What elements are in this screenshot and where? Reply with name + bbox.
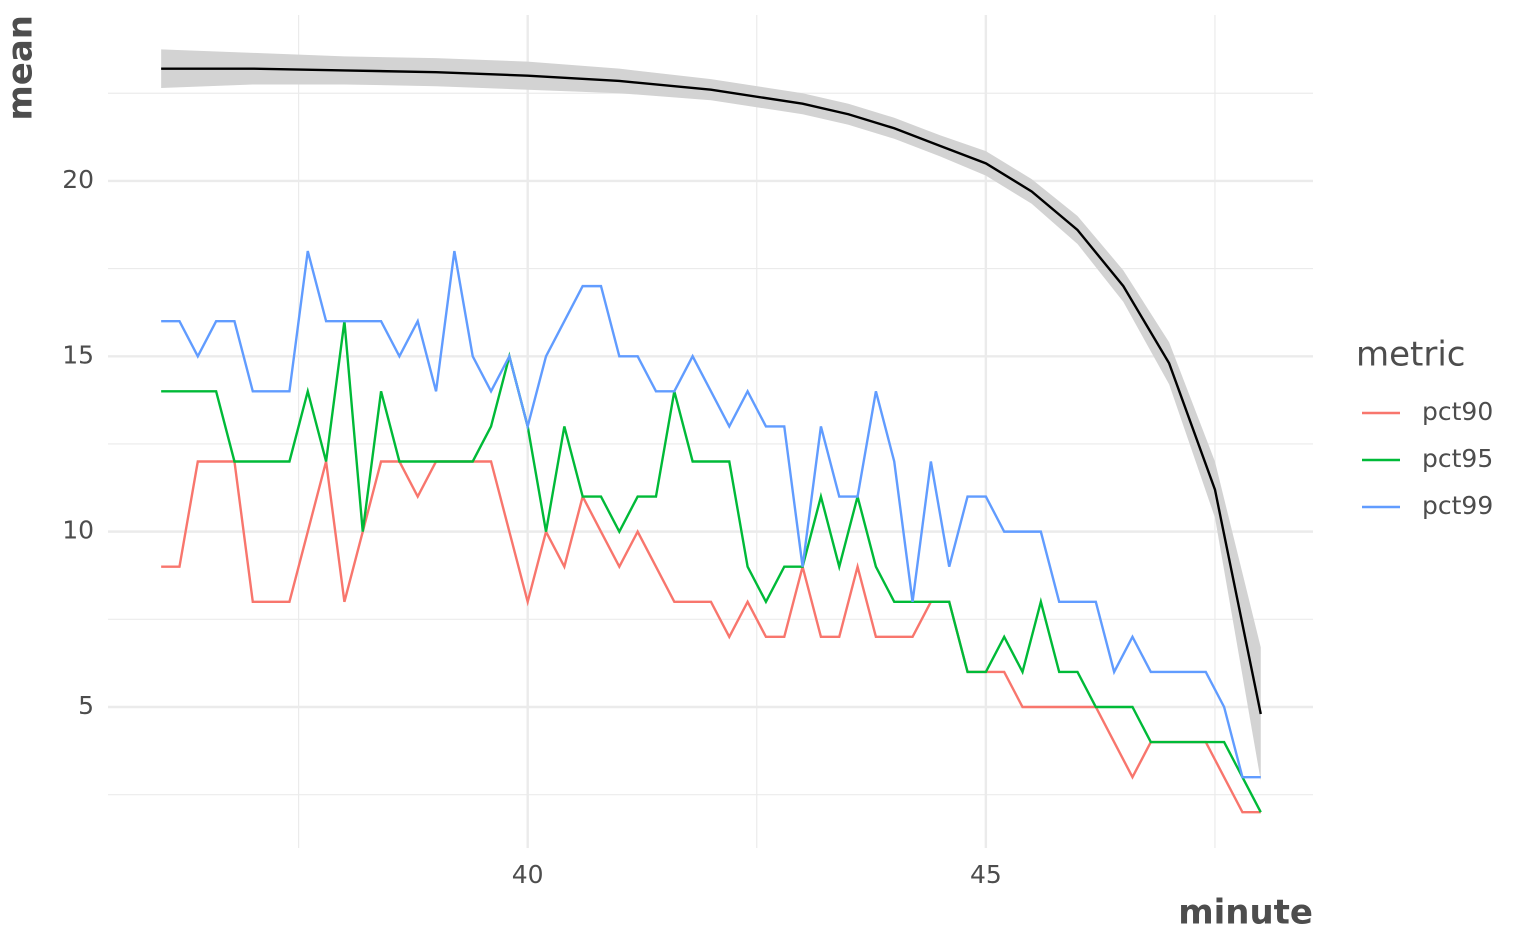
confidence-band [161,49,1261,781]
series-line [161,460,1261,814]
y-axis-title: mean [1,15,41,121]
legend-label: pct95 [1422,444,1493,473]
y-tick-label: 10 [62,516,94,545]
x-axis-title: minute [1178,893,1313,933]
y-tick-label: 20 [62,165,94,194]
y-tick-label: 15 [62,340,94,369]
legend-label: pct90 [1422,397,1493,426]
x-tick-label: 40 [512,860,544,889]
legend-label: pct99 [1422,491,1493,520]
y-tick-label: 5 [78,691,94,720]
fit-line [161,67,1262,715]
series-line [161,250,1261,779]
x-tick-label: 45 [970,860,1002,889]
series-line [161,321,1262,813]
legend-title: metric [1356,335,1466,375]
